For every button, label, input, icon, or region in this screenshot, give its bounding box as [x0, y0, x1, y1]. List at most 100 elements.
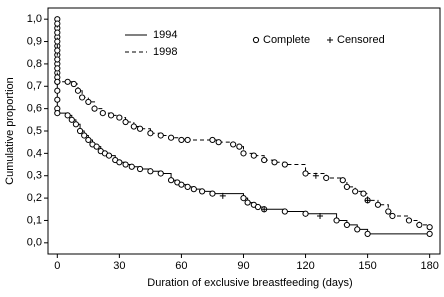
complete-marker — [271, 159, 278, 166]
complete-marker — [54, 65, 61, 72]
legend-complete-marker — [252, 36, 260, 44]
complete-marker — [157, 170, 164, 177]
complete-marker — [178, 136, 185, 144]
complete-marker — [64, 78, 71, 85]
y-tick-label: 1,0 — [27, 13, 42, 25]
complete-marker — [360, 190, 367, 197]
complete-marker — [79, 94, 86, 101]
complete-marker — [302, 170, 309, 177]
complete-marker — [250, 152, 257, 159]
complete-marker — [122, 161, 129, 168]
y-tick-label: 0,0 — [27, 237, 42, 249]
complete-marker — [236, 143, 243, 150]
complete-marker — [199, 188, 206, 195]
complete-marker — [426, 230, 433, 237]
complete-marker — [147, 168, 154, 175]
x-axis-label: Duration of exclusive breastfeeding (day… — [147, 277, 352, 289]
censored-marker — [317, 212, 324, 219]
complete-marker — [105, 152, 113, 159]
complete-marker — [405, 217, 413, 224]
legend-label: Complete — [263, 34, 310, 46]
complete-marker — [72, 121, 80, 128]
y-axis-label: Cumulative proportion — [4, 77, 16, 185]
complete-marker — [178, 181, 185, 188]
censored-marker — [312, 172, 319, 179]
complete-marker — [70, 80, 77, 88]
complete-marker — [323, 174, 330, 182]
x-tick-label: 90 — [237, 260, 249, 272]
x-tick-label: 0 — [54, 260, 60, 272]
complete-marker — [184, 183, 191, 191]
complete-marker — [352, 188, 359, 195]
legend-censored-marker — [327, 37, 333, 43]
complete-marker — [54, 47, 61, 54]
censored-marker — [219, 192, 226, 199]
complete-marker — [244, 199, 251, 206]
complete-marker — [261, 156, 268, 164]
legend-label: 1998 — [153, 46, 177, 58]
censored-marker — [261, 206, 268, 213]
complete-marker — [116, 114, 123, 121]
complete-marker — [215, 139, 222, 146]
complete-marker — [209, 136, 216, 144]
complete-marker — [136, 125, 144, 132]
complete-marker — [85, 98, 92, 106]
complete-marker — [389, 212, 396, 220]
complete-marker — [209, 190, 216, 197]
y-tick-label: 0,3 — [27, 170, 42, 182]
complete-marker — [167, 177, 175, 184]
complete-marker — [416, 221, 423, 229]
complete-marker — [54, 87, 61, 94]
complete-marker — [333, 217, 340, 224]
y-tick-label: 0,4 — [27, 147, 42, 159]
complete-marker — [54, 38, 61, 45]
survival-line — [56, 19, 430, 235]
complete-marker — [385, 208, 392, 215]
complete-marker — [426, 224, 433, 231]
y-tick-label: 0,7 — [27, 80, 42, 92]
x-tick-label: 150 — [358, 260, 376, 272]
x-tick-label: 60 — [175, 260, 187, 272]
complete-marker — [54, 96, 61, 103]
complete-marker — [302, 210, 309, 217]
complete-marker — [93, 143, 100, 150]
complete-marker — [54, 78, 61, 85]
complete-marker — [54, 110, 61, 117]
x-tick-label: 120 — [296, 260, 314, 272]
y-tick-label: 0,6 — [27, 103, 42, 115]
legend-label: 1994 — [153, 29, 177, 41]
x-tick-label: 180 — [420, 260, 438, 272]
complete-marker — [116, 159, 123, 166]
complete-marker — [240, 194, 247, 202]
complete-marker — [281, 161, 288, 168]
complete-marker — [74, 87, 82, 94]
complete-marker — [190, 186, 197, 193]
y-tick-label: 0,2 — [27, 192, 42, 204]
complete-marker — [147, 130, 154, 137]
legend-label: Censored — [337, 34, 385, 46]
y-tick-label: 0,8 — [27, 58, 42, 70]
complete-marker — [240, 150, 247, 157]
complete-marker — [54, 56, 61, 63]
complete-marker — [230, 141, 237, 148]
complete-marker — [122, 118, 129, 126]
complete-marker — [354, 226, 361, 233]
complete-marker — [81, 132, 88, 139]
y-tick-label: 0,5 — [27, 125, 42, 137]
complete-marker — [184, 136, 191, 144]
complete-marker — [107, 112, 115, 119]
x-tick-label: 30 — [113, 260, 125, 272]
complete-marker — [54, 29, 61, 36]
complete-marker — [68, 116, 75, 123]
complete-marker — [64, 112, 71, 119]
complete-marker — [54, 20, 61, 27]
complete-marker — [128, 163, 135, 170]
complete-marker — [281, 208, 288, 215]
complete-marker — [167, 134, 175, 141]
complete-marker — [343, 183, 351, 191]
complete-marker — [374, 201, 382, 208]
complete-marker — [343, 221, 351, 229]
complete-marker — [136, 165, 144, 173]
y-tick-label: 0,9 — [27, 35, 42, 47]
